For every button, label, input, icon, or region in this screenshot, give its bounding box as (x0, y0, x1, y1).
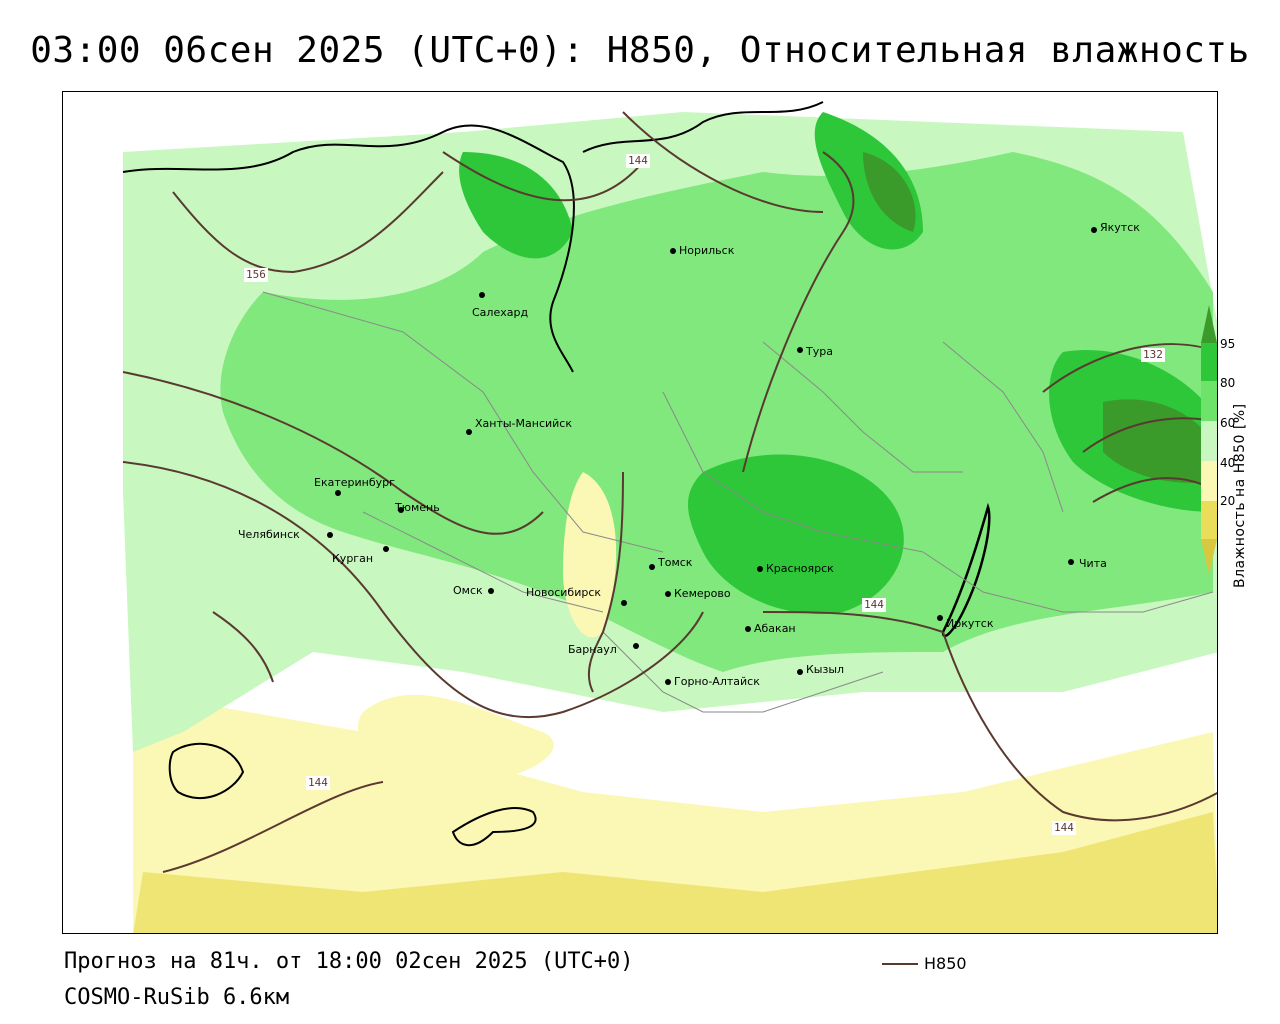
contour-value-label: 144 (862, 598, 886, 612)
very-dry-zone (133, 812, 1217, 933)
lake-baikal (941, 502, 991, 638)
h850-contours (122, 111, 1217, 873)
city-label: Норильск (679, 244, 735, 257)
city-marker (398, 507, 404, 513)
city-marker (670, 248, 676, 254)
city-label: Омск (453, 584, 483, 597)
city-label: Чита (1079, 557, 1107, 570)
city-label: Горно-Алтайск (674, 675, 760, 688)
legend-label: H850 (924, 954, 967, 973)
colorbar-tick-40: 40 (1220, 456, 1236, 470)
colorbar-tick-60: 60 (1220, 416, 1236, 430)
colorbar-arrow-top (1201, 305, 1217, 343)
city-marker (383, 546, 389, 552)
moist-zone-max-2 (863, 152, 916, 232)
dry-zone-center (357, 694, 554, 784)
contour-value-label: 156 (244, 268, 268, 282)
city-label: Томск (658, 556, 693, 569)
city-label: Иркутск (946, 617, 994, 630)
contour-value-label: 144 (306, 776, 330, 790)
city-marker (1068, 559, 1074, 565)
moist-zone-max (1103, 399, 1213, 483)
colorbar-band-20 (1201, 501, 1217, 539)
map-title: 03:00 06сен 2025 (UTC+0): H850, Относите… (30, 30, 1250, 71)
colorbar-arrow-bottom (1201, 539, 1217, 575)
forecast-info: Прогноз на 81ч. от 18:00 02сен 2025 (UTC… (64, 949, 634, 974)
colorbar-tick-95: 95 (1220, 337, 1236, 351)
city-marker (479, 292, 485, 298)
city-label: Абакан (754, 622, 796, 635)
moist-zone-mid (220, 152, 1214, 672)
colorbar-band-60 (1201, 421, 1217, 461)
city-marker (327, 532, 333, 538)
dry-strip-central (563, 472, 617, 638)
colorbar-band-95 (1201, 343, 1217, 381)
city-marker (665, 679, 671, 685)
city-label: Новосибирск (526, 586, 602, 599)
city-marker (488, 588, 494, 594)
city-marker (335, 490, 341, 496)
moist-zone-high-1 (688, 454, 904, 614)
city-label: Якутск (1100, 221, 1140, 234)
colorbar-title: Влажность на H850 [%] (1232, 403, 1248, 588)
city-label: Кызыл (806, 663, 845, 676)
city-label: Кемерово (674, 587, 731, 600)
city-marker (797, 669, 803, 675)
caspian-aral (168, 742, 245, 800)
city-label: Курган (332, 552, 374, 565)
arctic-coastline (122, 101, 824, 373)
city-marker (745, 626, 751, 632)
city-label: Ханты-Мансийск (475, 417, 572, 430)
colorbar-band-40 (1201, 461, 1217, 501)
colorbar (1201, 305, 1217, 575)
humidity-map[interactable] (62, 91, 1218, 934)
city-marker (757, 566, 763, 572)
city-marker (466, 429, 472, 435)
city-label: Тюмень (395, 501, 440, 514)
city-label: Салехард (472, 306, 529, 319)
city-marker (937, 615, 943, 621)
map-canvas (63, 92, 1217, 933)
city-marker (797, 347, 803, 353)
contour-value-label: 144 (1052, 821, 1076, 835)
city-label: Барнаул (568, 643, 617, 656)
lake-balkhash (451, 807, 537, 847)
city-label: Красноярск (766, 562, 834, 575)
city-marker (621, 600, 627, 606)
contour-value-label: 144 (626, 154, 650, 168)
city-marker (665, 591, 671, 597)
region-borders (262, 291, 1214, 713)
city-label: Екатеринбург (314, 476, 395, 489)
city-marker (1091, 227, 1097, 233)
city-label: Челябинск (238, 528, 300, 541)
legend: H850 (882, 954, 967, 973)
legend-line-swatch (882, 962, 918, 965)
city-marker (633, 643, 639, 649)
colorbar-tick-80: 80 (1220, 376, 1236, 390)
model-name: COSMO-RuSib 6.6км (64, 985, 290, 1010)
city-label: Тура (806, 345, 833, 358)
city-marker (649, 564, 655, 570)
colorbar-band-80 (1201, 381, 1217, 421)
colorbar-tick-20: 20 (1220, 494, 1236, 508)
contour-value-label: 132 (1141, 348, 1165, 362)
